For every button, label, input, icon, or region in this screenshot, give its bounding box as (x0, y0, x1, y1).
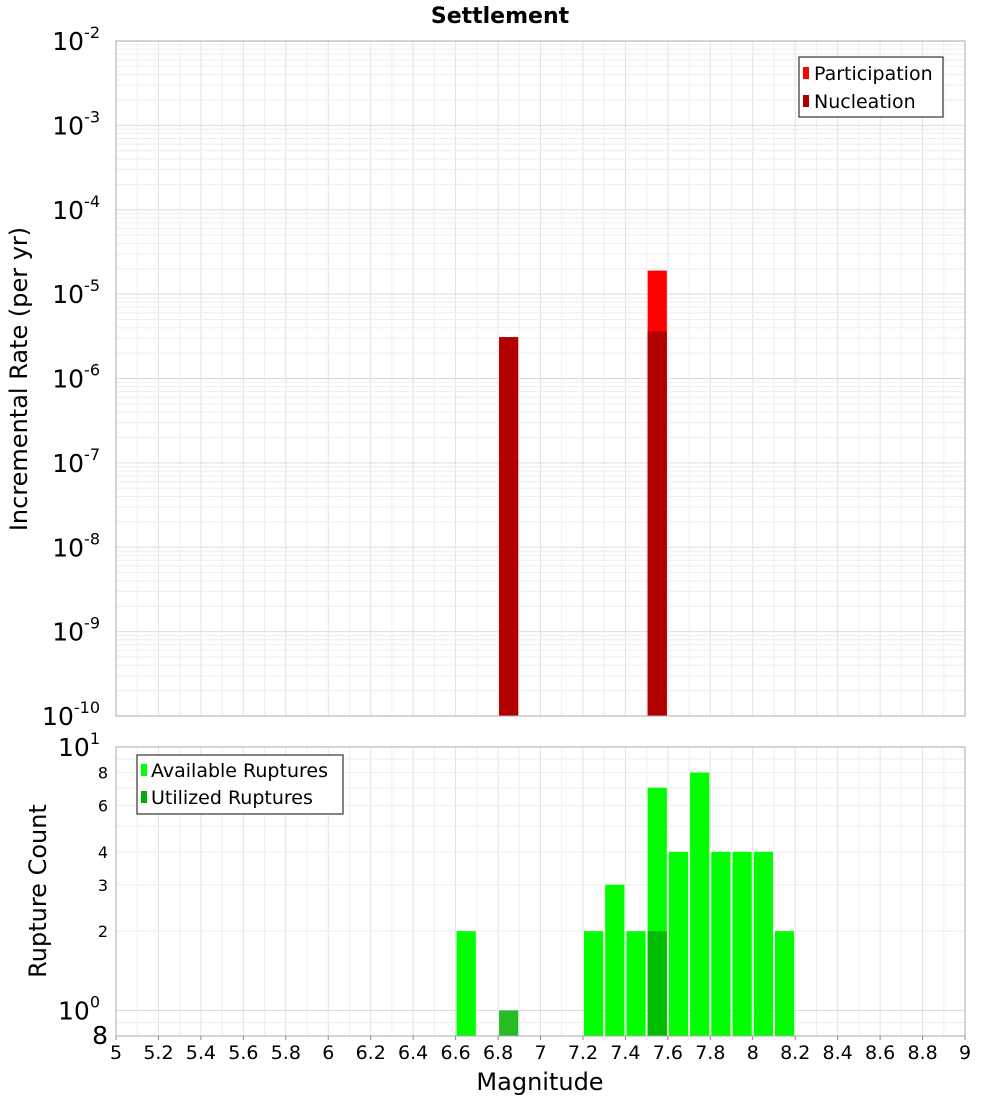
rate-y-tick-exponent: -7 (84, 445, 100, 464)
rate-y-tick-exponent: -5 (84, 276, 100, 295)
rate-plot-frame (115, 40, 966, 717)
available-ruptures-bar (605, 884, 625, 1036)
rate-y-tick-exponent: -8 (84, 529, 100, 548)
rate-y-tick-label: 10-10 (42, 698, 100, 731)
x-tick-label: 6 (322, 1042, 334, 1064)
rate-y-tick-label: 10-3 (52, 107, 100, 140)
rate-y-tick-label: 10-7 (52, 445, 100, 478)
x-tick-label: 5 (110, 1042, 122, 1064)
rupture-y-tick-label: 2 (98, 922, 108, 941)
rate-y-tick-base: 10 (52, 111, 84, 140)
rupture-y-tick-label: 4 (98, 843, 108, 862)
x-tick-label: 7.4 (610, 1042, 640, 1064)
x-tick-label: 5.8 (271, 1042, 301, 1064)
rupture-y-tick-label: 8 (98, 764, 108, 783)
legend-label-nucleation: Nucleation (814, 91, 916, 113)
available-ruptures-bar (583, 931, 604, 1036)
rate-chart: 10-1010-910-810-710-610-510-410-310-2Set… (5, 4, 966, 731)
rupture-y-tick-exponent: 0 (90, 992, 100, 1011)
rate-y-tick-base: 10 (42, 702, 74, 731)
x-tick-label: 7 (534, 1042, 546, 1064)
rupture-y-tick-base: 10 (58, 996, 90, 1025)
x-tick-label: 5.4 (186, 1042, 216, 1064)
available-ruptures-bar (668, 851, 689, 1036)
legend-label-participation: Participation (814, 63, 933, 85)
legend-swatch-available (141, 764, 147, 776)
rate-y-tick-label: 10-6 (52, 361, 100, 394)
x-tick-label: 6.6 (440, 1042, 470, 1064)
x-tick-label: 6.8 (483, 1042, 513, 1064)
x-tick-label: 7.8 (695, 1042, 725, 1064)
x-tick-label: 9 (959, 1042, 971, 1064)
rate-y-axis-label: Incremental Rate (per yr) (5, 227, 33, 531)
utilized-ruptures-bar (647, 931, 667, 1036)
rate-y-tick-base: 10 (52, 449, 84, 478)
available-ruptures-bar (626, 931, 646, 1036)
rate-y-tick-exponent: -4 (84, 192, 100, 211)
rate-y-tick-base: 10 (52, 365, 84, 394)
rupture-y-tick-label: 3 (98, 876, 108, 895)
legend-swatch-nucleation (803, 95, 809, 107)
rate-y-tick-exponent: -2 (84, 23, 100, 42)
x-tick-label: 8 (747, 1042, 759, 1064)
available-ruptures-bar (753, 851, 773, 1036)
nucleation-bar (499, 337, 519, 716)
rate-y-tick-base: 10 (52, 196, 84, 225)
rupture-y-tick-label: 101 (58, 729, 100, 762)
rupture-y-tick-base: 10 (58, 733, 90, 762)
legend-swatch-participation (803, 67, 809, 79)
rupture-legend: Available Ruptures Utilized Ruptures (136, 754, 344, 815)
rate-y-tick-label: 10-9 (52, 614, 100, 647)
x-tick-label: 8.2 (780, 1042, 810, 1064)
rate-y-tick-label: 10-4 (52, 192, 100, 225)
x-tick-label: 8.4 (823, 1042, 853, 1064)
rupture-y-tick-label: 6 (98, 796, 108, 815)
rate-y-tick-exponent: -6 (84, 361, 100, 380)
rate-y-tick-base: 10 (52, 533, 84, 562)
available-ruptures-bar (456, 931, 476, 1036)
rupture-y-tick-exponent: 1 (90, 729, 100, 748)
x-tick-label: 6.4 (398, 1042, 428, 1064)
rate-y-tick-base: 10 (52, 27, 84, 56)
rate-y-tick-base: 10 (52, 280, 84, 309)
x-tick-label: 8.8 (907, 1042, 937, 1064)
available-ruptures-bar (732, 851, 752, 1036)
rate-legend: Participation Nucleation (798, 56, 944, 118)
available-ruptures-bar (711, 851, 731, 1036)
rate-y-tick-exponent: -9 (84, 614, 100, 633)
rate-y-tick-exponent: -10 (74, 698, 100, 717)
x-tick-label: 7.2 (568, 1042, 598, 1064)
x-axis-label: Magnitude (476, 1068, 603, 1096)
x-tick-label: 7.6 (653, 1042, 683, 1064)
rupture-y-axis-label: Rupture Count (24, 804, 52, 978)
legend-label-available: Available Ruptures (151, 760, 328, 782)
available-ruptures-bar (690, 772, 710, 1036)
x-tick-label: 8.6 (865, 1042, 895, 1064)
legend-label-utilized: Utilized Ruptures (151, 787, 313, 809)
rupture-y-tick-label: 100 (58, 992, 100, 1025)
rupture-legend-box (136, 754, 344, 815)
rate-y-tick-base: 10 (52, 618, 84, 647)
nucleation-bar (647, 331, 667, 716)
rate-legend-box (798, 56, 944, 118)
rate-y-tick-label: 10-5 (52, 276, 100, 309)
rate-y-tick-label: 10-8 (52, 529, 100, 562)
rate-y-tick-exponent: -3 (84, 107, 100, 126)
chart-title: Settlement (431, 4, 570, 29)
legend-swatch-utilized (141, 791, 147, 803)
available-ruptures-bar (774, 931, 795, 1036)
rate-y-tick-label: 10-2 (52, 23, 100, 56)
rupture-y-tick-label: 8 (92, 1021, 108, 1050)
x-tick-label: 6.2 (356, 1042, 386, 1064)
x-tick-label: 5.2 (143, 1042, 173, 1064)
utilized-ruptures-bar (499, 1010, 519, 1036)
x-tick-label: 5.6 (228, 1042, 258, 1064)
